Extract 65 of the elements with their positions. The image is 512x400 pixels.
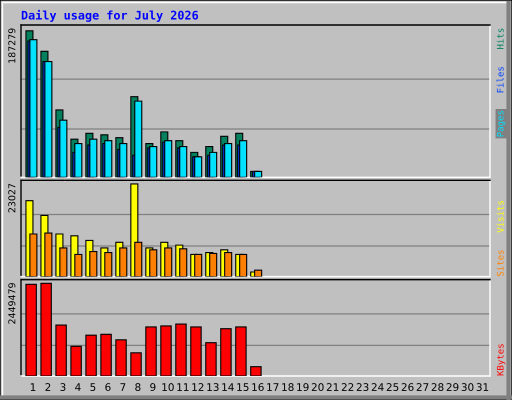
text: 187279: [8, 28, 16, 63]
x-tick-label: 21: [326, 383, 338, 391]
bar: [205, 342, 217, 376]
chart-title: Daily usage for July 2026: [22, 10, 198, 22]
x-tick-label: 1: [30, 383, 36, 391]
bar: [160, 325, 172, 376]
text: Files: [496, 67, 504, 92]
x-tick-label: 2: [45, 383, 50, 391]
bar: [220, 328, 232, 376]
text: Pages: [496, 110, 506, 136]
x-tick-label: 10: [162, 383, 174, 392]
x-tick-label: 28: [432, 383, 444, 392]
x-tick-label: 27: [416, 383, 428, 391]
bar: [224, 252, 232, 277]
x-tick-label: 7: [120, 383, 126, 391]
x-tick-label: 26: [402, 383, 414, 392]
bar: [254, 270, 262, 277]
x-tick-label: 5: [90, 383, 96, 392]
x-tick-label: 12: [192, 383, 204, 391]
x-tick-label: 24: [372, 383, 384, 391]
x-tick-label: 30: [462, 383, 474, 392]
bar: [40, 282, 52, 376]
bar: [25, 284, 37, 376]
bar: [239, 254, 248, 277]
x-tick-label: 19: [297, 383, 309, 392]
x-tick-label: 4: [75, 383, 81, 391]
x-tick-label: 22: [342, 383, 354, 391]
x-tick-label: 13: [207, 383, 219, 392]
bar: [55, 324, 67, 376]
x-tick-label: 16: [252, 383, 264, 392]
bar: [104, 252, 112, 277]
bar: [130, 352, 142, 376]
bar: [100, 334, 112, 376]
x-tick-label: 9: [150, 383, 156, 392]
text: Sites: [496, 250, 504, 276]
bar: [115, 339, 127, 376]
text: Visits: [496, 201, 504, 233]
x-tick-label: 23: [356, 383, 368, 392]
bar: [209, 252, 218, 277]
bar: [149, 249, 158, 277]
text: 23027: [8, 184, 16, 212]
x-tick-label: 8: [135, 383, 140, 392]
x-tick-label: 14: [222, 383, 234, 391]
bar: [194, 254, 202, 277]
x-tick-label: 29: [446, 383, 458, 392]
text: Hits: [496, 28, 504, 49]
x-tick-label: 11: [177, 383, 188, 391]
x-tick-label: 3: [60, 383, 66, 392]
x-tick-label: 25: [386, 383, 398, 392]
x-tick-label: 20: [312, 383, 324, 392]
bar: [250, 366, 262, 376]
text: 2449479: [8, 283, 16, 324]
bar: [175, 324, 187, 376]
bar: [190, 326, 202, 376]
bar: [145, 326, 157, 376]
bar: [85, 334, 97, 376]
text: KBytes: [496, 344, 506, 376]
bar: [179, 248, 188, 277]
bar: [235, 326, 247, 376]
x-tick-label: 17: [267, 383, 278, 391]
x-tick-label: 31: [476, 383, 488, 392]
bar: [70, 346, 82, 376]
x-tick-label: 15: [237, 383, 248, 392]
x-tick-label: 18: [282, 383, 294, 392]
x-tick-label: 6: [105, 383, 111, 392]
